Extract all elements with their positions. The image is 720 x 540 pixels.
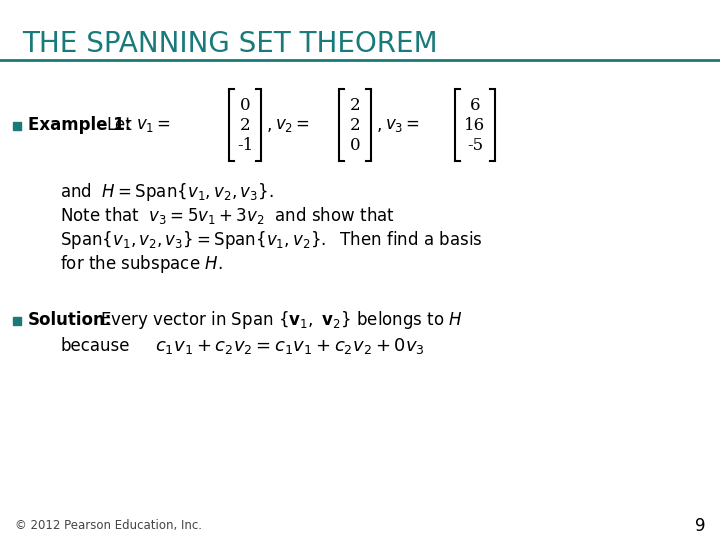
Text: 6: 6	[469, 97, 480, 113]
Text: 16: 16	[464, 117, 485, 133]
Text: Let: Let	[106, 116, 132, 134]
Text: 2: 2	[350, 117, 360, 133]
Text: because: because	[60, 337, 130, 355]
Bar	[13, 122, 21, 130]
Text: 2: 2	[240, 117, 251, 133]
Text: for the subspace $H.$: for the subspace $H.$	[60, 253, 222, 275]
Text: Example 1:: Example 1:	[28, 116, 131, 134]
Text: -1: -1	[237, 137, 253, 153]
Text: $v_1 =$: $v_1 =$	[136, 116, 171, 134]
Bar	[13, 317, 21, 325]
Text: Note that  $v_3 = 5v_1 + 3v_2$  and show that: Note that $v_3 = 5v_1 + 3v_2$ and show t…	[60, 206, 395, 226]
Text: $\mathrm{Span}\{v_1, v_2, v_3\} = \mathrm{Span}\{v_1, v_2\}.$  Then find a basis: $\mathrm{Span}\{v_1, v_2, v_3\} = \mathr…	[60, 229, 482, 251]
Text: 9: 9	[695, 517, 705, 535]
Text: 0: 0	[350, 137, 360, 153]
Text: Solution:: Solution:	[28, 311, 112, 329]
Text: 2: 2	[350, 97, 360, 113]
Text: 0: 0	[240, 97, 251, 113]
Text: $v_2 =$: $v_2 =$	[275, 116, 310, 134]
Text: $v_3 =$: $v_3 =$	[385, 116, 420, 134]
Text: ,: ,	[377, 116, 382, 134]
Text: © 2012 Pearson Education, Inc.: © 2012 Pearson Education, Inc.	[15, 519, 202, 532]
Text: and  $H = \mathrm{Span}\{v_1, v_2, v_3\}.$: and $H = \mathrm{Span}\{v_1, v_2, v_3\}.…	[60, 181, 274, 203]
Text: THE SPANNING SET THEOREM: THE SPANNING SET THEOREM	[22, 30, 438, 58]
Text: $c_1 v_1 + c_2 v_2 = c_1 v_1 + c_2 v_2 + 0v_3$: $c_1 v_1 + c_2 v_2 = c_1 v_1 + c_2 v_2 +…	[155, 336, 425, 356]
Text: Every vector in Span $\{\mathbf{v}_1,\ \mathbf{v}_2\}$ belongs to $H$: Every vector in Span $\{\mathbf{v}_1,\ \…	[100, 309, 463, 331]
Text: ,: ,	[267, 116, 272, 134]
Text: -5: -5	[467, 137, 483, 153]
